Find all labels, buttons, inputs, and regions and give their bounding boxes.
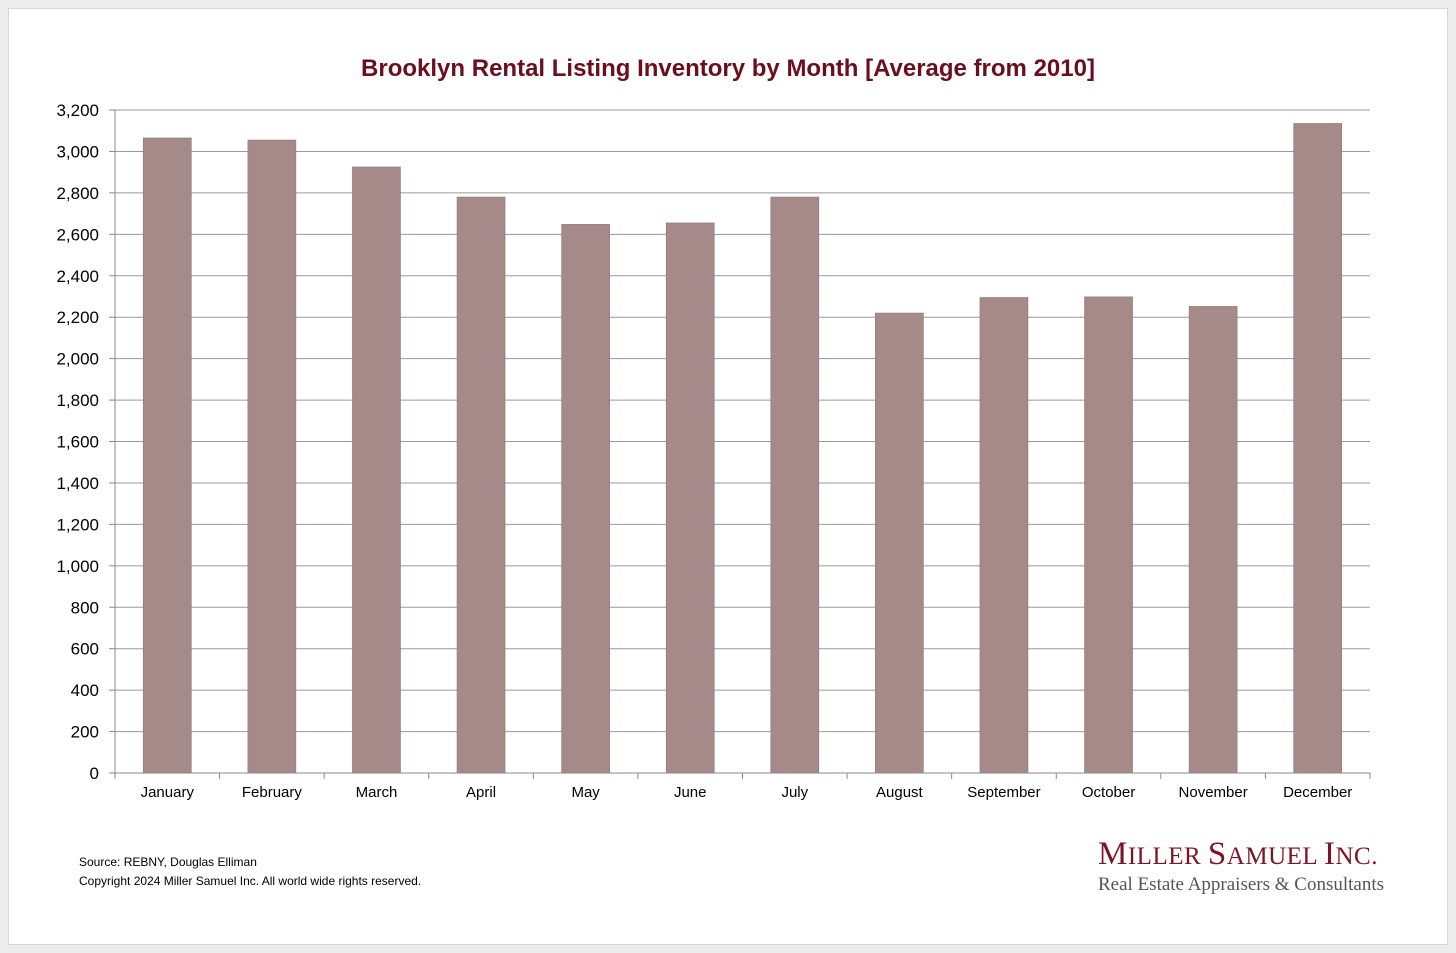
y-tick-label: 2,600	[56, 225, 99, 244]
bar-february	[247, 139, 297, 774]
x-tick-label: July	[781, 784, 808, 801]
y-tick-label: 600	[71, 640, 99, 659]
source-note: Source: REBNY, Douglas Elliman Copyright…	[79, 853, 421, 891]
logo-name-part: ILLER	[1127, 843, 1208, 870]
y-tick-label: 0	[90, 764, 99, 783]
bar-january	[142, 137, 192, 774]
y-axis-ticks: 0 200 400 600 800 1,000 1,200 1,400 1,600 1,800 2,…	[56, 101, 115, 783]
x-tick-label: September	[967, 784, 1040, 801]
x-tick-label: May	[571, 784, 600, 801]
bar-march	[352, 166, 401, 774]
y-tick-label: 200	[71, 723, 99, 742]
bar-december	[1293, 123, 1343, 774]
y-tick-label: 2,800	[56, 184, 99, 203]
source-text: Source: REBNY, Douglas Elliman	[79, 855, 257, 869]
x-tick-label: March	[356, 784, 398, 801]
bar-october	[1084, 296, 1133, 774]
y-tick-label: 400	[71, 681, 99, 700]
bar-june	[665, 222, 715, 774]
bar-april	[456, 196, 506, 774]
x-tick-label: January	[141, 784, 195, 801]
bar-september	[979, 297, 1029, 774]
y-tick-label: 1,000	[56, 557, 99, 576]
x-tick-label: April	[466, 784, 496, 801]
y-tick-label: 1,200	[56, 515, 99, 534]
x-tick-label: December	[1283, 784, 1352, 801]
y-tick-label: 1,400	[56, 474, 99, 493]
y-tick-label: 2,000	[56, 350, 99, 369]
x-tick-label: October	[1082, 784, 1135, 801]
x-tick-label: August	[876, 784, 924, 801]
bars	[142, 123, 1343, 774]
logo-name-part: S	[1207, 836, 1227, 872]
y-tick-label: 800	[71, 598, 99, 617]
y-tick-label: 1,800	[56, 391, 99, 410]
y-tick-label: 3,200	[56, 101, 99, 120]
logo-name-part: I	[1323, 836, 1336, 872]
x-tick-label: June	[674, 784, 707, 801]
chart-title: Brooklyn Rental Listing Inventory by Mon…	[361, 55, 1095, 82]
logo-tagline: Real Estate Appraisers & Consultants	[1098, 874, 1385, 895]
company-logo: MILLER SAMUEL INC. Real Estate Appraiser…	[1098, 836, 1384, 896]
logo-name-part: AMUEL	[1226, 843, 1324, 870]
x-tick-label: November	[1179, 784, 1248, 801]
y-tick-label: 1,600	[56, 433, 99, 452]
y-tick-label: 2,400	[56, 267, 99, 286]
x-tick-label: February	[242, 784, 303, 801]
bar-november	[1188, 306, 1238, 774]
bar-may	[561, 224, 610, 774]
logo-name-part: M	[1098, 836, 1128, 872]
x-axis-labels: January February March April May June July Augu…	[141, 784, 1353, 801]
axes	[114, 110, 1371, 779]
y-tick-label: 2,200	[56, 308, 99, 327]
bar-august	[875, 312, 924, 774]
logo-name: MILLER SAMUEL INC.	[1098, 836, 1384, 873]
gridlines	[115, 109, 1370, 733]
y-tick-label: 3,000	[56, 142, 99, 161]
bar-july	[770, 196, 820, 774]
copyright-text: Copyright 2024 Miller Samuel Inc. All wo…	[79, 874, 422, 888]
logo-name-part: NC.	[1335, 843, 1378, 870]
